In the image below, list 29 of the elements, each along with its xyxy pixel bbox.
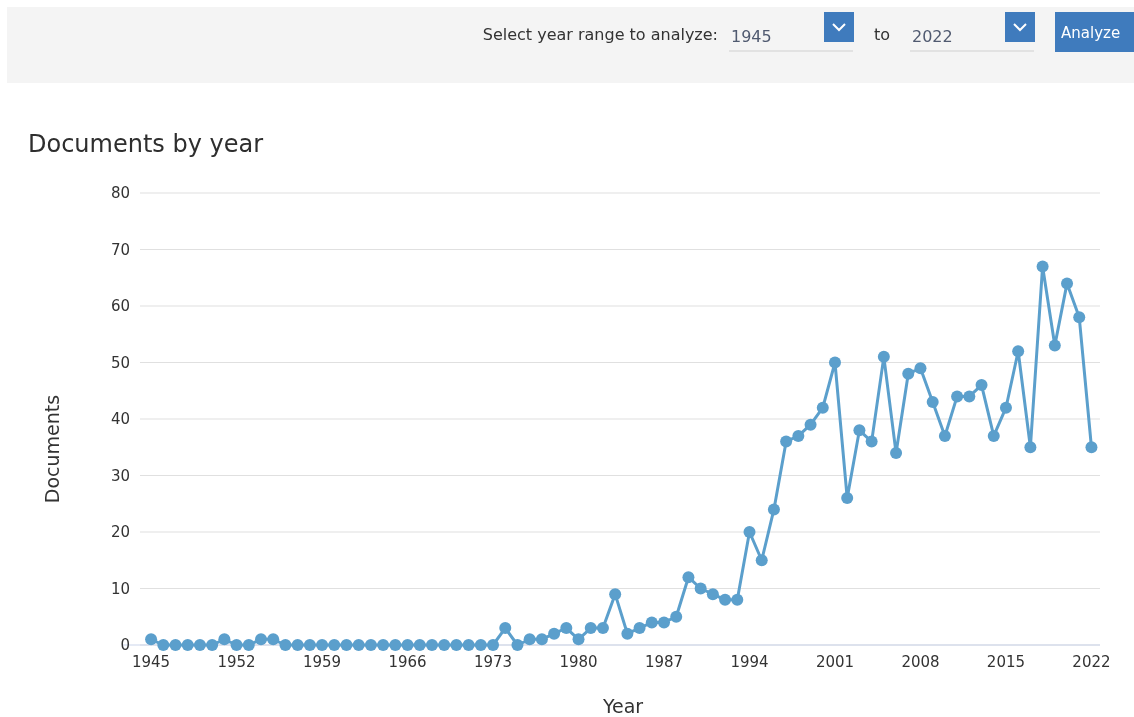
x-tick-label: 2015	[986, 653, 1026, 671]
y-tick-label: 70	[110, 240, 130, 259]
chart-title: Documents by year	[28, 130, 264, 158]
y-tick-label: 30	[110, 466, 130, 485]
x-tick-label: 2022	[1072, 653, 1111, 671]
y-axis-title: Documents	[41, 394, 63, 504]
y-tick-label: 10	[110, 579, 130, 598]
text: Analyze	[1061, 24, 1121, 42]
x-tick-label: 1987	[644, 653, 684, 671]
text: to	[873, 25, 891, 44]
x-tick-label: 1945	[131, 653, 171, 671]
x-axis-title: Year	[601, 695, 644, 717]
y-tick-label: 50	[110, 353, 130, 372]
text: 1945	[731, 27, 772, 46]
y-tick-label: 40	[110, 410, 130, 429]
x-tick-label: 1980	[559, 653, 598, 671]
x-tick-label: 1994	[730, 653, 769, 671]
y-tick-label: 80	[110, 184, 130, 203]
x-tick-label: 1952	[217, 653, 256, 671]
text: 2022	[912, 27, 953, 46]
x-tick-label: 1966	[388, 653, 427, 671]
y-tick-label: 60	[110, 297, 130, 316]
y-tick-label: 0	[120, 636, 130, 655]
y-tick-label: 20	[110, 523, 130, 542]
x-tick-label: 2008	[901, 653, 940, 671]
x-tick-label: 1959	[302, 653, 342, 671]
x-tick-label: 2001	[815, 653, 855, 671]
x-tick-label: 1973	[473, 653, 513, 671]
text: Select year range to analyze:	[482, 25, 718, 44]
